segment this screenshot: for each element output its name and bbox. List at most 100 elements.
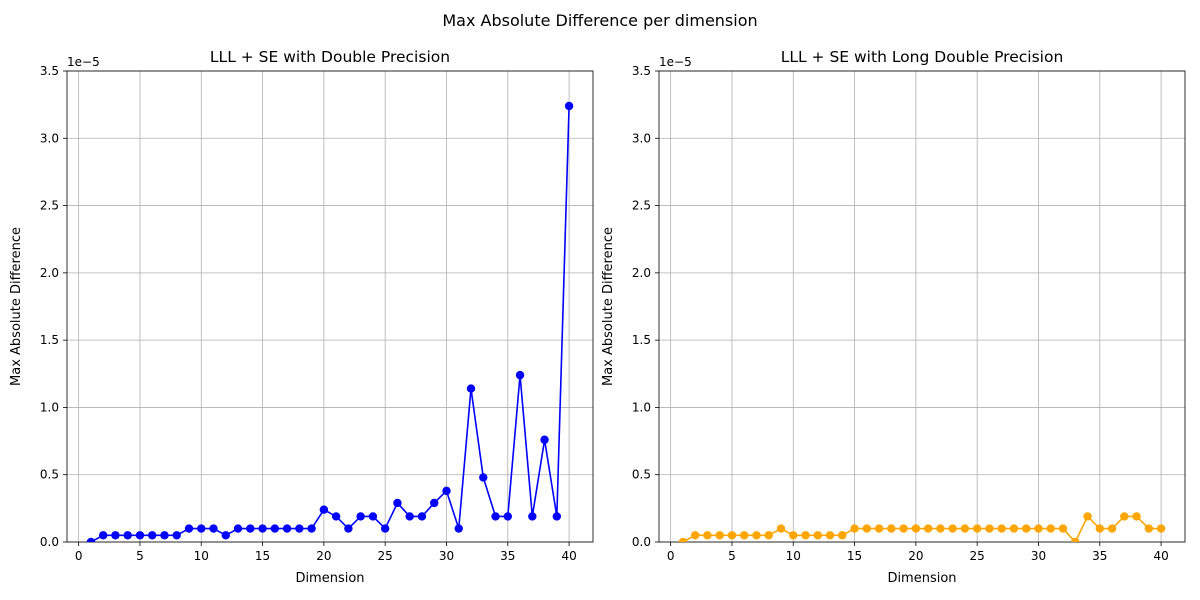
data-point bbox=[1022, 524, 1031, 533]
data-point bbox=[874, 524, 884, 533]
x-tick-label: 5 bbox=[728, 549, 736, 563]
y-tick-label: 1.5 bbox=[40, 333, 59, 347]
data-point bbox=[540, 435, 549, 444]
data-point bbox=[98, 531, 108, 540]
data-point bbox=[307, 524, 316, 533]
data-point bbox=[838, 531, 847, 540]
y-tick-label: 3.5 bbox=[40, 64, 59, 78]
y-tick-label: 1.0 bbox=[40, 400, 59, 414]
data-point bbox=[380, 524, 390, 533]
data-point bbox=[1071, 537, 1080, 542]
x-tick-label: 0 bbox=[75, 549, 83, 563]
left-chart-title: LLL + SE with Double Precision bbox=[210, 48, 450, 66]
x-tick-label: 10 bbox=[786, 549, 801, 563]
data-point bbox=[801, 531, 810, 540]
data-point bbox=[1107, 524, 1117, 533]
data-point bbox=[678, 537, 688, 542]
y-tick-label: 2.5 bbox=[632, 199, 651, 213]
data-point bbox=[1009, 524, 1019, 533]
data-point bbox=[850, 524, 859, 533]
data-point bbox=[430, 498, 439, 508]
x-tick-label: 5 bbox=[136, 549, 144, 563]
x-tick-label: 30 bbox=[1031, 549, 1046, 563]
y-tick-label: 2.5 bbox=[40, 199, 59, 213]
data-point bbox=[270, 524, 280, 533]
data-point bbox=[331, 512, 341, 521]
right-chart-title: LLL + SE with Long Double Precision bbox=[781, 48, 1064, 66]
data-point bbox=[764, 531, 773, 540]
data-point bbox=[442, 486, 451, 496]
x-tick-label: 20 bbox=[316, 549, 331, 563]
data-point bbox=[111, 531, 120, 540]
data-point bbox=[1144, 524, 1154, 533]
data-point bbox=[466, 384, 476, 393]
x-axis-label: Dimension bbox=[295, 571, 364, 586]
data-point bbox=[319, 505, 329, 514]
data-point bbox=[960, 524, 970, 533]
y-axis-label: Max Absolute Difference bbox=[601, 227, 616, 386]
x-tick-label: 30 bbox=[439, 549, 454, 563]
data-point bbox=[552, 512, 562, 521]
data-point bbox=[887, 524, 896, 533]
data-point bbox=[997, 524, 1006, 533]
data-point bbox=[221, 531, 230, 540]
data-point bbox=[703, 531, 712, 540]
y-tick-label: 2.0 bbox=[632, 266, 651, 280]
data-point bbox=[160, 531, 169, 540]
data-point bbox=[752, 531, 761, 540]
data-point bbox=[86, 537, 96, 542]
data-point bbox=[417, 512, 427, 521]
data-point bbox=[393, 498, 402, 508]
data-point bbox=[740, 531, 749, 540]
x-tick-label: 10 bbox=[194, 549, 209, 563]
data-point bbox=[209, 524, 218, 533]
axes-frame bbox=[66, 70, 594, 543]
y-tick-label: 3.0 bbox=[40, 131, 59, 145]
y-tick-label: 0.0 bbox=[632, 535, 651, 549]
x-tick-label: 40 bbox=[1153, 549, 1168, 563]
data-point bbox=[690, 531, 700, 540]
data-point bbox=[172, 531, 181, 540]
series-line bbox=[682, 515, 1162, 542]
data-point bbox=[936, 524, 945, 533]
data-point bbox=[454, 524, 463, 533]
data-point bbox=[1120, 512, 1129, 521]
data-point bbox=[1046, 524, 1055, 533]
data-point bbox=[258, 524, 267, 533]
data-point bbox=[825, 531, 835, 540]
y-tick-label: 0.5 bbox=[40, 468, 59, 482]
data-point bbox=[197, 524, 206, 533]
data-point bbox=[184, 524, 194, 533]
data-point bbox=[972, 524, 982, 533]
data-point bbox=[813, 531, 822, 540]
data-point bbox=[911, 524, 921, 533]
y-tick-label: 0.5 bbox=[632, 468, 651, 482]
data-point bbox=[1095, 524, 1104, 533]
data-point bbox=[503, 512, 512, 521]
data-point bbox=[282, 524, 292, 533]
data-point bbox=[715, 531, 724, 540]
data-point bbox=[948, 524, 957, 533]
data-point bbox=[356, 512, 365, 521]
series-group bbox=[86, 101, 574, 542]
data-point bbox=[135, 531, 145, 540]
y-tick-label: 2.0 bbox=[40, 266, 59, 280]
data-point bbox=[862, 524, 872, 533]
y-tick-label: 3.0 bbox=[632, 131, 651, 145]
y-axis-label: Max Absolute Difference bbox=[9, 227, 24, 386]
data-point bbox=[899, 524, 908, 533]
data-point bbox=[1034, 524, 1043, 533]
axes-frame bbox=[658, 70, 1186, 543]
data-point bbox=[123, 531, 132, 540]
figure-suptitle: Max Absolute Difference per dimension bbox=[442, 11, 757, 30]
data-point bbox=[789, 531, 798, 540]
data-point bbox=[1083, 512, 1092, 521]
data-point bbox=[564, 101, 574, 111]
data-point bbox=[727, 531, 737, 540]
y-tick-label: 3.5 bbox=[632, 64, 651, 78]
data-point bbox=[923, 524, 933, 533]
x-tick-label: 40 bbox=[561, 549, 576, 563]
data-point bbox=[479, 473, 488, 482]
data-point bbox=[985, 524, 994, 533]
